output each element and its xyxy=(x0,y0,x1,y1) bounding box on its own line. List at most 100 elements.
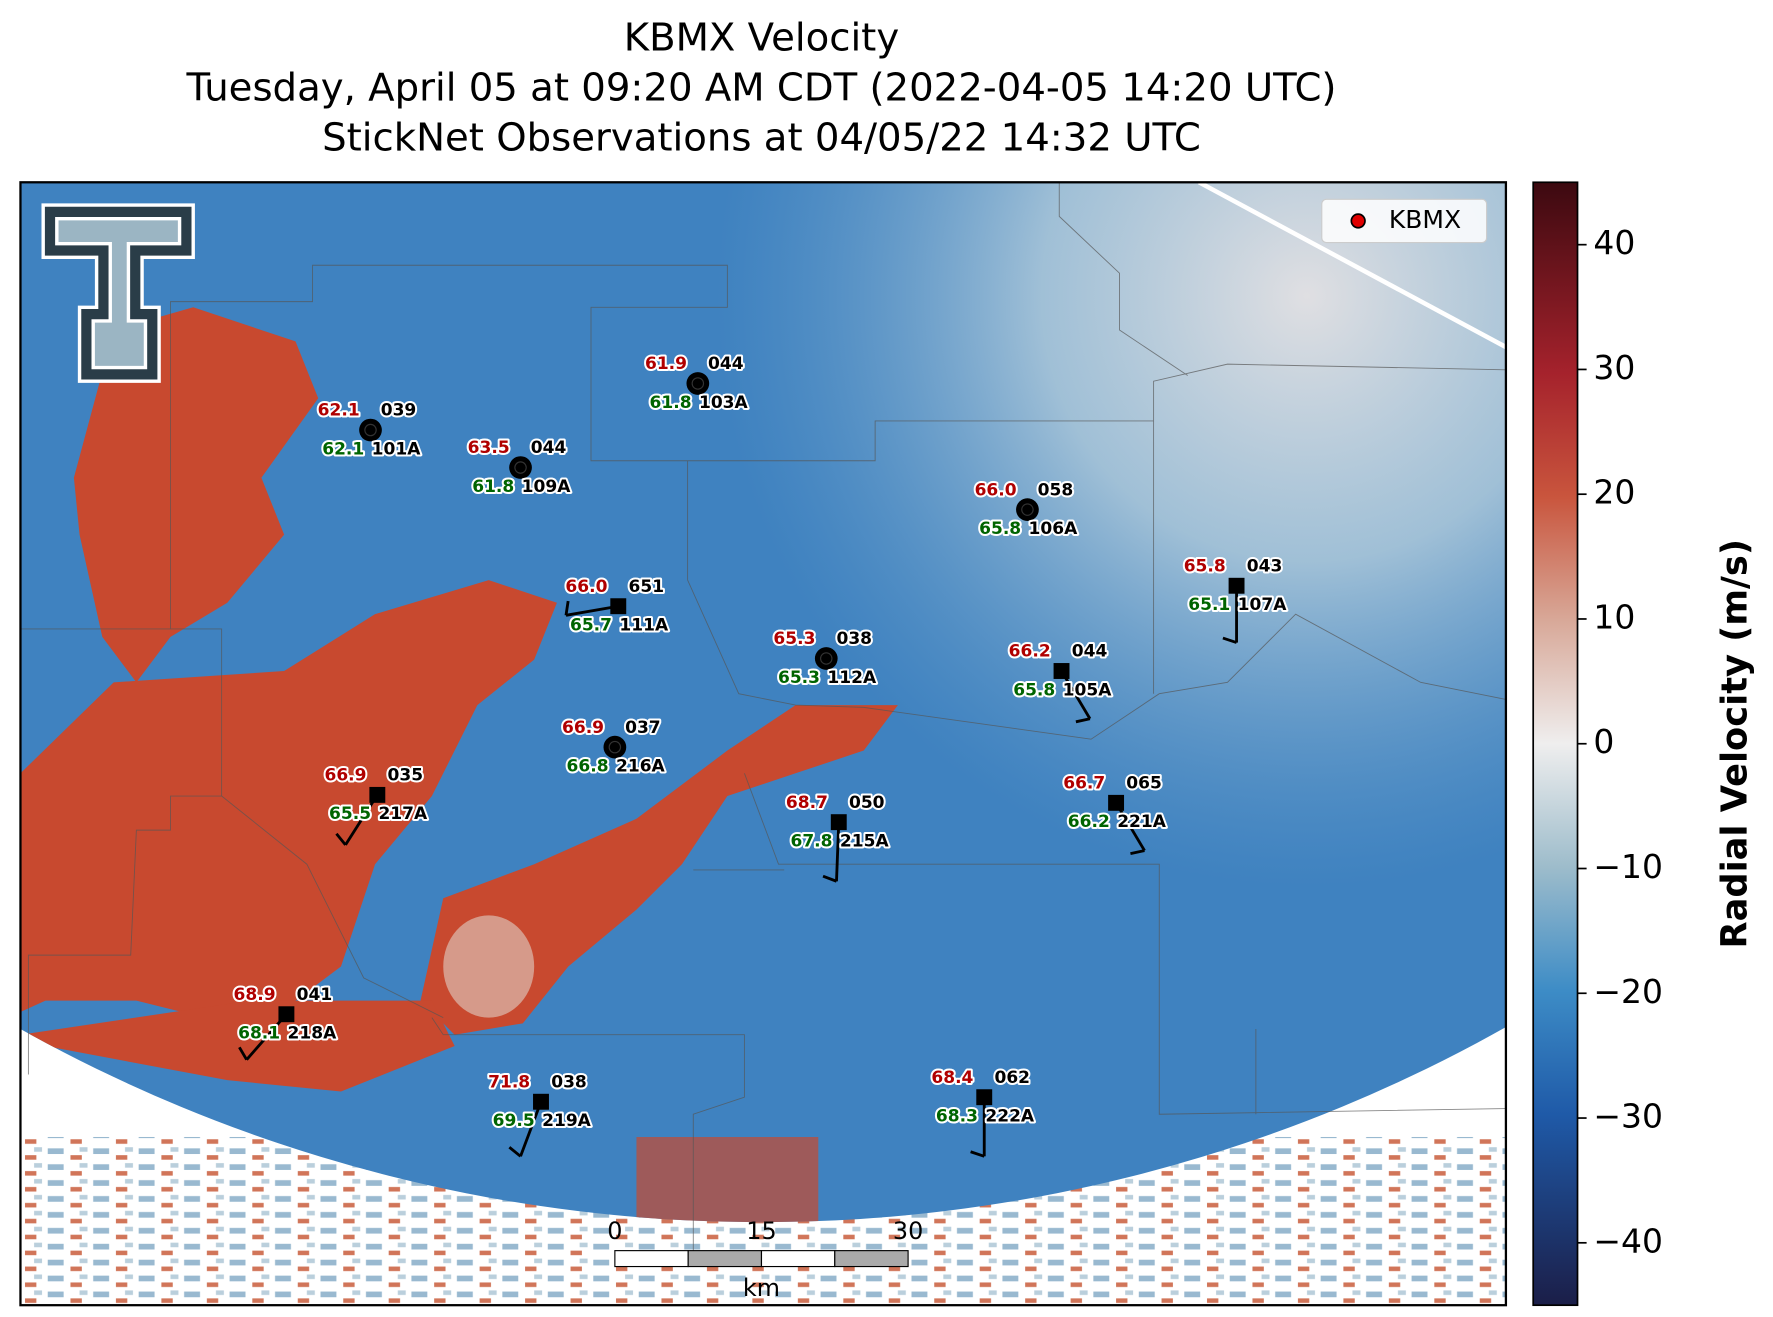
dewpoint: 61.8 xyxy=(472,477,514,497)
pressure: 037 xyxy=(625,718,661,738)
dewpoint: 68.1 xyxy=(238,1024,280,1044)
dewpoint: 61.8 xyxy=(650,393,692,413)
station-marker xyxy=(1228,577,1245,594)
station-id: 106A xyxy=(1029,519,1079,539)
temperature: 68.7 xyxy=(786,793,828,813)
station: 68.4 062 68.3 222A xyxy=(929,1066,1037,1158)
title-line: KBMX Velocity xyxy=(624,16,899,61)
dewpoint: 66.8 xyxy=(567,756,609,776)
colorbar-ticks: −40 −30 −20 −10 0 10 20 30 40 xyxy=(1577,223,1663,1260)
legend: KBMX xyxy=(1321,198,1488,244)
temperature: 63.5 xyxy=(468,438,510,458)
station-marker xyxy=(830,814,847,831)
colorbar-tick-label: −10 xyxy=(1593,847,1663,886)
station: 62.1 039 62.1 101A xyxy=(316,399,424,462)
station: 71.8 038 69.5 219A xyxy=(486,1070,594,1158)
station-id: 111A xyxy=(619,616,669,636)
station-id: 101A xyxy=(372,439,422,459)
wind-barb-tick xyxy=(970,1150,985,1158)
station: 65.3 038 65.3 112A xyxy=(771,627,879,690)
radar-map xyxy=(20,182,1506,1306)
colorbar xyxy=(1532,181,1579,1307)
station-marker xyxy=(278,1006,295,1023)
station: 63.5 044 61.8 109A xyxy=(466,436,574,499)
temperature: 62.1 xyxy=(318,401,360,421)
station-id: 221A xyxy=(1117,812,1167,832)
wind-barb-tick xyxy=(508,1146,522,1158)
scale-segment xyxy=(760,1250,836,1268)
temperature: 71.8 xyxy=(488,1072,530,1092)
scale-bar: 0 15 30 km xyxy=(607,1217,923,1302)
dewpoint: 65.3 xyxy=(778,668,820,688)
scale-unit: km xyxy=(743,1274,780,1302)
title-line: Tuesday, April 05 at 09:20 AM CDT (2022-… xyxy=(185,66,1336,111)
pressure: 651 xyxy=(629,577,665,597)
station: 66.2 044 65.8 105A xyxy=(1007,640,1114,724)
temperature: 66.7 xyxy=(1063,774,1105,794)
station-id: 107A xyxy=(1238,595,1288,615)
dewpoint: 68.3 xyxy=(936,1107,978,1127)
wind-barb xyxy=(835,822,841,882)
colorbar-tick-label: 0 xyxy=(1593,722,1614,761)
pressure: 065 xyxy=(1126,774,1162,794)
wind-barb xyxy=(565,604,619,617)
pressure: 041 xyxy=(297,985,333,1005)
legend-label: KBMX xyxy=(1389,205,1461,234)
scale-label: 30 xyxy=(893,1217,923,1245)
colorbar-tick-label: −30 xyxy=(1593,1097,1663,1136)
dewpoint: 69.5 xyxy=(493,1111,535,1131)
pressure: 058 xyxy=(1038,480,1074,500)
temperature: 66.0 xyxy=(565,577,607,597)
station-marker-ring xyxy=(820,652,833,665)
temperature: 66.9 xyxy=(324,766,366,786)
wind-barb-tick xyxy=(1222,636,1238,644)
colorbar-tick-label: 30 xyxy=(1593,348,1635,387)
map-frame xyxy=(19,181,1508,1307)
station-marker-ring xyxy=(691,377,705,390)
station: 61.9 044 61.8 103A xyxy=(643,352,751,415)
station-id: 103A xyxy=(699,393,749,413)
pressure: 050 xyxy=(849,793,885,813)
station: 66.9 035 65.5 217A xyxy=(323,764,430,846)
pressure: 044 xyxy=(1072,642,1108,662)
pressure: 038 xyxy=(836,629,872,649)
wind-barb-tick xyxy=(564,600,570,616)
title-line: StickNet Observations at 04/05/22 14:32 … xyxy=(322,116,1201,161)
wind-barb-tick xyxy=(1130,849,1145,856)
station: 66.0 058 65.8 106A xyxy=(973,478,1081,541)
station-id: 218A xyxy=(288,1024,338,1044)
scale-label: 15 xyxy=(746,1217,776,1245)
station-id: 217A xyxy=(378,804,428,824)
scale-segment xyxy=(614,1250,689,1268)
pressure: 062 xyxy=(994,1068,1030,1088)
pressure: 043 xyxy=(1247,556,1283,576)
pressure: 044 xyxy=(708,354,744,374)
wind-barb xyxy=(519,1101,543,1157)
temperature: 66.2 xyxy=(1009,642,1051,662)
dewpoint: 65.8 xyxy=(1013,680,1055,700)
scale-segment xyxy=(834,1250,909,1268)
pressure: 035 xyxy=(388,766,424,786)
station-id: 105A xyxy=(1063,680,1113,700)
station-id: 216A xyxy=(616,756,666,776)
wind-barb-tick xyxy=(1075,717,1091,724)
station-marker xyxy=(976,1089,993,1106)
station-marker xyxy=(1016,498,1039,521)
colorbar-tick-label: 10 xyxy=(1593,597,1635,636)
station-id: 112A xyxy=(827,668,877,688)
temperature: 65.3 xyxy=(773,629,815,649)
station: 66.9 037 66.8 216A xyxy=(560,716,668,779)
dewpoint: 65.7 xyxy=(570,616,612,636)
pressure: 044 xyxy=(531,438,567,458)
logo xyxy=(41,203,195,383)
colorbar-tick-label: −20 xyxy=(1593,972,1663,1011)
wind-barb-tick xyxy=(822,874,837,883)
pressure: 039 xyxy=(381,401,417,421)
station-marker-ring xyxy=(1021,503,1034,516)
station-id: 109A xyxy=(522,477,572,497)
station: 68.7 050 67.8 215A xyxy=(784,791,891,883)
temperature: 61.9 xyxy=(645,354,687,374)
